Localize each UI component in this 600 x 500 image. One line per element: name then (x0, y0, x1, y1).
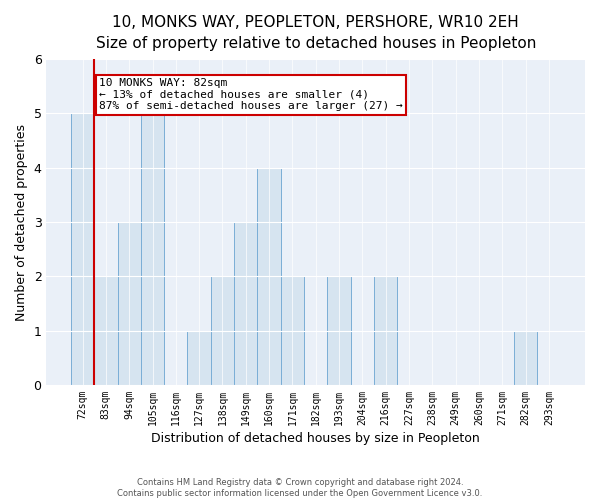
Bar (141, 114, 164, 385)
X-axis label: Distribution of detached houses by size in Peopleton: Distribution of detached houses by size … (151, 432, 480, 445)
Text: 10 MONKS WAY: 82sqm
← 13% of detached houses are smaller (4)
87% of semi-detache: 10 MONKS WAY: 82sqm ← 13% of detached ho… (99, 78, 403, 112)
Bar (234, 222, 257, 385)
Text: Contains HM Land Registry data © Crown copyright and database right 2024.
Contai: Contains HM Land Registry data © Crown c… (118, 478, 482, 498)
Bar (118, 222, 141, 385)
Y-axis label: Number of detached properties: Number of detached properties (15, 124, 28, 320)
Bar (281, 276, 304, 385)
Bar (187, 330, 211, 385)
Bar (374, 276, 397, 385)
Bar (211, 276, 234, 385)
Bar (328, 276, 350, 385)
Bar (514, 330, 537, 385)
Bar (257, 168, 281, 385)
Bar (94, 276, 118, 385)
Bar (71, 114, 94, 385)
Title: 10, MONKS WAY, PEOPLETON, PERSHORE, WR10 2EH
Size of property relative to detach: 10, MONKS WAY, PEOPLETON, PERSHORE, WR10… (95, 15, 536, 51)
